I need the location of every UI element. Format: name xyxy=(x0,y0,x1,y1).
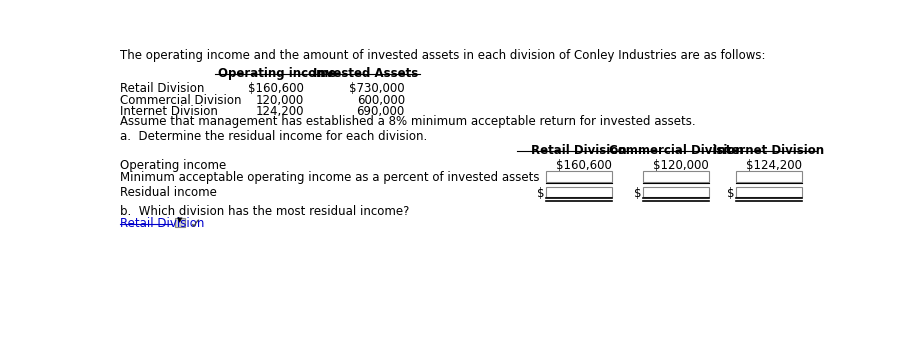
Text: Minimum acceptable operating income as a percent of invested assets: Minimum acceptable operating income as a… xyxy=(121,171,540,184)
Text: Residual income: Residual income xyxy=(121,186,217,199)
FancyBboxPatch shape xyxy=(736,187,802,198)
Text: 600,000: 600,000 xyxy=(357,94,404,106)
Text: Retail Division: Retail Division xyxy=(531,143,627,157)
Text: Operating income: Operating income xyxy=(121,159,226,172)
Text: Commercial Division: Commercial Division xyxy=(609,143,743,157)
Text: $: $ xyxy=(537,187,545,200)
Text: ✓: ✓ xyxy=(190,218,202,231)
Text: 690,000: 690,000 xyxy=(356,105,404,118)
Text: $: $ xyxy=(634,187,642,200)
Text: Internet Division: Internet Division xyxy=(121,105,218,118)
Text: Assume that management has established a 8% minimum acceptable return for invest: Assume that management has established a… xyxy=(121,115,696,128)
Text: Internet Division: Internet Division xyxy=(713,143,824,157)
Text: 124,200: 124,200 xyxy=(256,105,304,118)
Text: $: $ xyxy=(727,187,735,200)
Text: Invested Assets: Invested Assets xyxy=(313,67,419,80)
Text: b.  Which division has the most residual income?: b. Which division has the most residual … xyxy=(121,205,410,218)
FancyBboxPatch shape xyxy=(546,171,612,182)
Text: 120,000: 120,000 xyxy=(256,94,304,106)
FancyBboxPatch shape xyxy=(643,187,708,198)
Text: ▼: ▼ xyxy=(177,218,183,224)
Text: The operating income and the amount of invested assets in each division of Conle: The operating income and the amount of i… xyxy=(121,49,766,62)
FancyBboxPatch shape xyxy=(643,171,708,182)
FancyBboxPatch shape xyxy=(174,218,185,227)
Text: $730,000: $730,000 xyxy=(349,82,404,95)
Text: $124,200: $124,200 xyxy=(746,159,802,172)
FancyBboxPatch shape xyxy=(736,171,802,182)
Text: Retail Division: Retail Division xyxy=(121,82,205,95)
Text: $120,000: $120,000 xyxy=(653,159,708,172)
Text: $160,600: $160,600 xyxy=(248,82,304,95)
Text: Commercial Division: Commercial Division xyxy=(121,94,242,106)
Text: $160,600: $160,600 xyxy=(556,159,612,172)
Text: Operating income: Operating income xyxy=(217,67,336,80)
Text: Retail Division: Retail Division xyxy=(121,217,205,230)
Text: a.  Determine the residual income for each division.: a. Determine the residual income for eac… xyxy=(121,131,427,143)
FancyBboxPatch shape xyxy=(546,187,612,198)
